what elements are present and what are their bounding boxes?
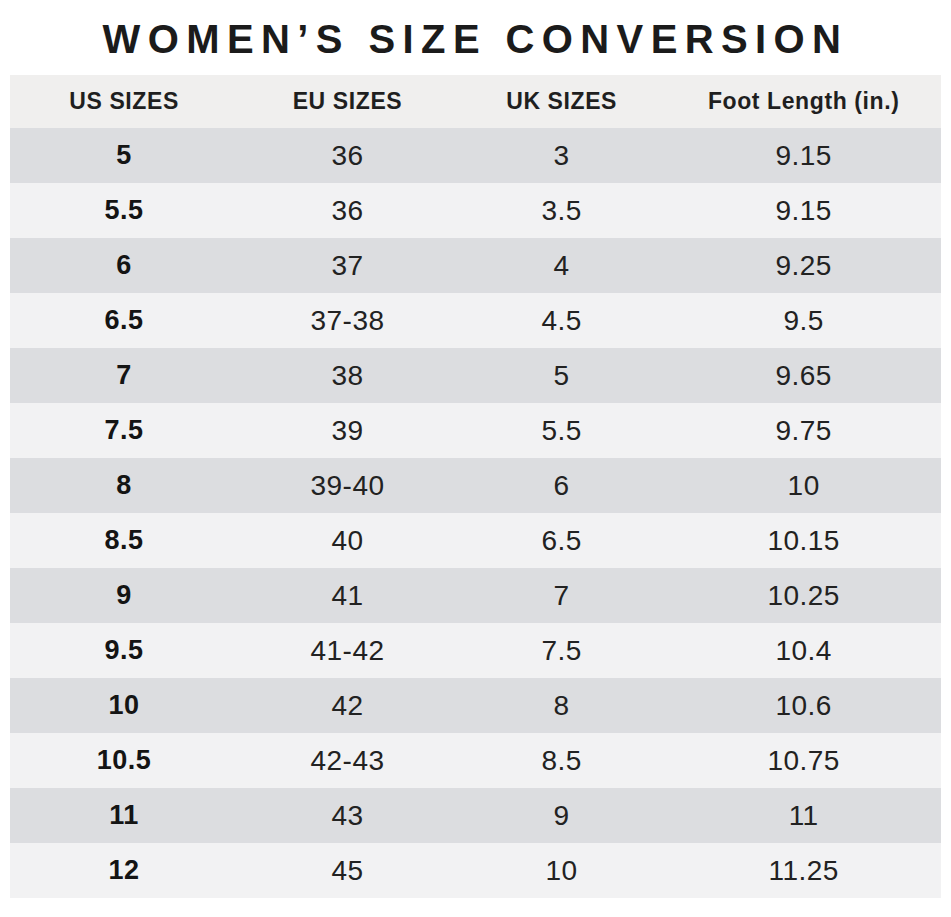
table-cell: 37 <box>238 238 457 293</box>
table-cell: 3 <box>457 128 666 183</box>
table-cell: 11.25 <box>666 843 941 898</box>
table-cell: 45 <box>238 843 457 898</box>
table-cell: 8 <box>10 458 238 513</box>
table-cell: 10.4 <box>666 623 941 678</box>
table-cell: 12 <box>10 843 238 898</box>
table-row: 73859.65 <box>10 348 941 403</box>
table-cell: 10.15 <box>666 513 941 568</box>
table-cell: 5 <box>457 348 666 403</box>
table-cell: 36 <box>238 128 457 183</box>
table-cell: 9.5 <box>10 623 238 678</box>
table-cell: 41 <box>238 568 457 623</box>
table-cell: 42 <box>238 678 457 733</box>
table-cell: 5 <box>10 128 238 183</box>
table-cell: 4.5 <box>457 293 666 348</box>
table-cell: 7.5 <box>10 403 238 458</box>
table-row: 9.541-427.510.4 <box>10 623 941 678</box>
table-cell: 9.75 <box>666 403 941 458</box>
table-cell: 39-40 <box>238 458 457 513</box>
table-cell: 5.5 <box>10 183 238 238</box>
table-cell: 6.5 <box>457 513 666 568</box>
table-cell: 10.75 <box>666 733 941 788</box>
column-header-uk-sizes: UK SIZES <box>457 75 666 128</box>
table-cell: 10 <box>666 458 941 513</box>
table-cell: 40 <box>238 513 457 568</box>
table-cell: 8 <box>457 678 666 733</box>
table-cell: 10.5 <box>10 733 238 788</box>
table-row: 63749.25 <box>10 238 941 293</box>
table-cell: 10.25 <box>666 568 941 623</box>
table-row: 839-40610 <box>10 458 941 513</box>
table-body: 53639.155.5363.59.1563749.256.537-384.59… <box>10 128 941 898</box>
size-conversion-table: US SIZES EU SIZES UK SIZES Foot Length (… <box>10 75 941 898</box>
table-cell: 9.15 <box>666 128 941 183</box>
table-cell: 10 <box>457 843 666 898</box>
column-header-us-sizes: US SIZES <box>10 75 238 128</box>
table-cell: 6 <box>10 238 238 293</box>
size-chart-page: WOMEN’S SIZE CONVERSION US SIZES EU SIZE… <box>0 0 951 917</box>
column-header-foot-length: Foot Length (in.) <box>666 75 941 128</box>
table-cell: 42-43 <box>238 733 457 788</box>
table-header-row: US SIZES EU SIZES UK SIZES Foot Length (… <box>10 75 941 128</box>
table-row: 6.537-384.59.5 <box>10 293 941 348</box>
table-cell: 8.5 <box>10 513 238 568</box>
table-row: 12451011.25 <box>10 843 941 898</box>
table-row: 53639.15 <box>10 128 941 183</box>
table-cell: 4 <box>457 238 666 293</box>
table-cell: 7 <box>10 348 238 403</box>
table-row: 1042810.6 <box>10 678 941 733</box>
table-cell: 38 <box>238 348 457 403</box>
table-cell: 7 <box>457 568 666 623</box>
table-row: 1143911 <box>10 788 941 843</box>
table-row: 5.5363.59.15 <box>10 183 941 238</box>
table-cell: 9.25 <box>666 238 941 293</box>
table-cell: 9.15 <box>666 183 941 238</box>
table-cell: 6 <box>457 458 666 513</box>
table-cell: 9 <box>10 568 238 623</box>
table-row: 10.542-438.510.75 <box>10 733 941 788</box>
column-header-eu-sizes: EU SIZES <box>238 75 457 128</box>
table-cell: 41-42 <box>238 623 457 678</box>
table-cell: 10.6 <box>666 678 941 733</box>
table-header: US SIZES EU SIZES UK SIZES Foot Length (… <box>10 75 941 128</box>
table-cell: 7.5 <box>457 623 666 678</box>
table-cell: 11 <box>666 788 941 843</box>
table-cell: 36 <box>238 183 457 238</box>
table-cell: 9.5 <box>666 293 941 348</box>
page-title: WOMEN’S SIZE CONVERSION <box>0 16 951 62</box>
table-cell: 6.5 <box>10 293 238 348</box>
table-cell: 11 <box>10 788 238 843</box>
table-cell: 8.5 <box>457 733 666 788</box>
table-row: 7.5395.59.75 <box>10 403 941 458</box>
table-row: 8.5406.510.15 <box>10 513 941 568</box>
table-row: 941710.25 <box>10 568 941 623</box>
table-cell: 43 <box>238 788 457 843</box>
table-cell: 37-38 <box>238 293 457 348</box>
table-cell: 10 <box>10 678 238 733</box>
table-cell: 5.5 <box>457 403 666 458</box>
table-cell: 3.5 <box>457 183 666 238</box>
table-cell: 9 <box>457 788 666 843</box>
table-cell: 39 <box>238 403 457 458</box>
table-cell: 9.65 <box>666 348 941 403</box>
